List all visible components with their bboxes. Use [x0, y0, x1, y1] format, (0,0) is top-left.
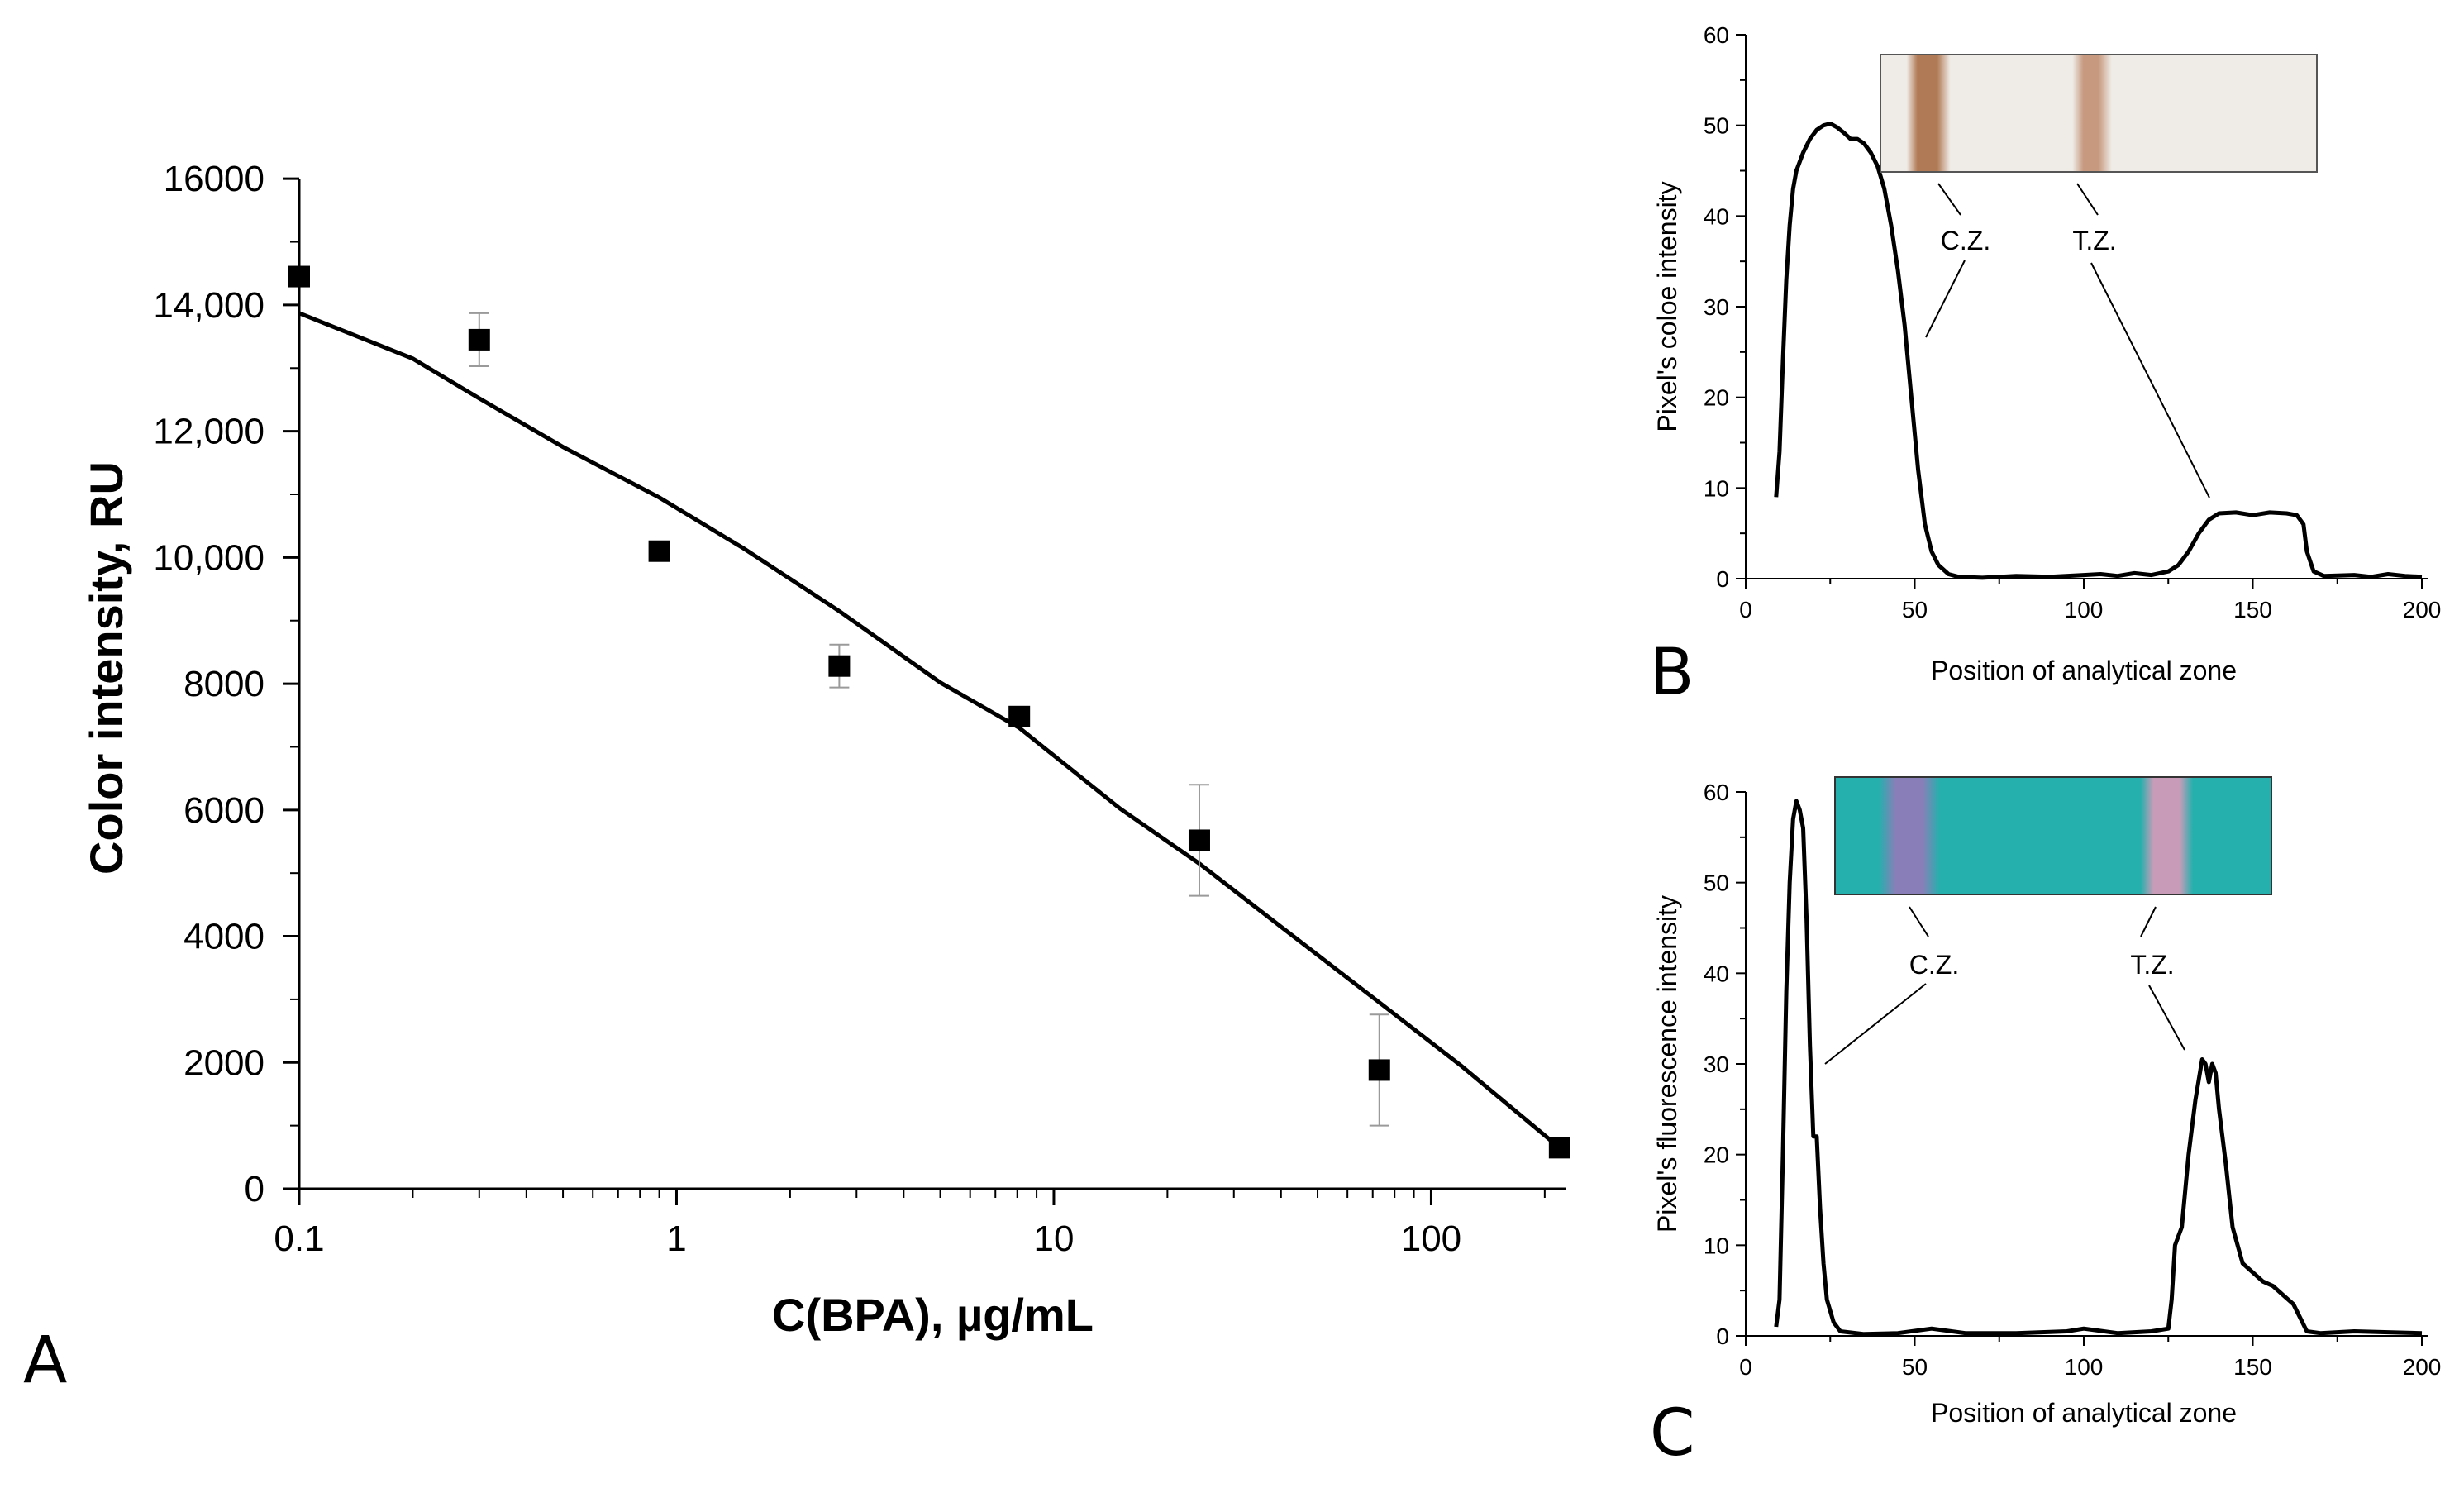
panel-a-y-tick-label: 14,000 — [153, 285, 265, 326]
panel-c-cz-leader-top — [1909, 906, 1929, 937]
panel-x-tick-label: 50 — [1902, 597, 1928, 622]
panel-x-tick-label: 150 — [2233, 1354, 2272, 1380]
panel-b-tz-leader — [2090, 262, 2210, 498]
panel-a-y-tick-label: 2000 — [183, 1042, 265, 1083]
panel-b-y-ticks: 0 10 20 30 40 50 60 — [1704, 22, 1746, 592]
panel-a-data-point — [648, 540, 670, 562]
panel-a-y-tick-label: 8000 — [183, 664, 265, 704]
panel-a-data-point — [1368, 1059, 1390, 1081]
panel-b-cz-annotation: C.Z. — [1941, 226, 1990, 255]
panel-a-y-tick-label: 4000 — [183, 917, 265, 957]
panel-c-test-strip-image — [1834, 776, 2272, 895]
panel-a-x-tick-label: 0.1 — [274, 1219, 324, 1259]
panel-a-y-tick-label: 0 — [245, 1169, 265, 1209]
panel-c-leader-lines — [1824, 906, 2185, 1065]
panel-y-tick-label: 10 — [1704, 1233, 1729, 1258]
panel-x-tick-label: 100 — [2065, 597, 2104, 622]
panel-y-tick-label: 40 — [1704, 203, 1729, 229]
panel-b-chart: 0 50 100 150 200 0 10 20 30 40 50 60 C.Z. T.Z. Pos… — [1650, 22, 2441, 710]
panel-c-chart: 0 50 100 150 200 0 10 20 30 40 50 60 C.Z. T.Z. Pos… — [1650, 776, 2441, 1471]
panel-x-tick-label: 100 — [2065, 1354, 2104, 1380]
panel-c-y-ticks: 0 10 20 30 40 50 60 — [1704, 780, 1746, 1349]
panel-y-tick-label: 0 — [1716, 1323, 1729, 1349]
panel-b-tz-annotation: T.Z. — [2072, 226, 2116, 255]
panel-a-data-points — [288, 265, 1570, 1159]
panel-a-y-ticks: 0 2000 4000 6000 8000 10,000 12,000 14,000 16000 — [153, 159, 299, 1209]
panel-a-x-tick-label: 100 — [1401, 1219, 1461, 1259]
panel-a-y-tick-label: 10,000 — [153, 537, 265, 578]
panel-a-data-point — [1008, 705, 1031, 727]
panel-a-label: A — [23, 1323, 67, 1398]
panel-b-cz-leader-top — [1937, 183, 1961, 216]
panel-a-x-ticks: 0.1 1 10 100 — [274, 1189, 1546, 1259]
panel-x-tick-label: 0 — [1739, 1354, 1752, 1380]
panel-a-data-point — [1548, 1137, 1570, 1159]
panel-y-tick-label: 40 — [1704, 961, 1729, 986]
panel-a-x-tick-label: 10 — [1033, 1219, 1074, 1259]
panel-y-tick-label: 10 — [1704, 475, 1729, 501]
panel-y-tick-label: 50 — [1704, 870, 1729, 896]
panel-c-fluorescence-profile — [1774, 799, 2423, 1337]
panel-b-strip-rect — [1880, 54, 2318, 173]
panel-a-y-tick-label: 6000 — [183, 790, 265, 831]
panel-c-cz-annotation: C.Z. — [1909, 950, 1959, 980]
panel-a-chart: 0.1 1 10 100 0 2000 4000 6000 8000 10,000 12,000 1… — [23, 159, 1570, 1398]
panel-b-x-ticks: 0 50 100 150 200 — [1739, 579, 2441, 622]
panel-y-tick-label: 60 — [1704, 22, 1729, 48]
panel-c-cz-leader — [1824, 983, 1927, 1065]
panel-c-y-axis-label: Pixel's fluorescence intensity — [1652, 895, 1682, 1233]
panel-b-test-strip-image — [1880, 54, 2318, 173]
panel-x-tick-label: 200 — [2403, 1354, 2442, 1380]
panel-b-tz-leader-top — [2076, 183, 2099, 216]
panel-c-x-axis-label: Position of analytical zone — [1931, 1398, 2237, 1428]
panel-a-data-point — [828, 655, 851, 677]
panel-b-cz-leader — [1925, 260, 1966, 338]
panel-b-intensity-profile — [1774, 122, 2423, 580]
panel-y-tick-label: 20 — [1704, 385, 1729, 411]
panel-y-tick-label: 30 — [1704, 1052, 1729, 1077]
panel-y-tick-label: 0 — [1716, 566, 1729, 592]
panel-b-label: B — [1650, 636, 1694, 710]
panel-a-y-tick-label: 12,000 — [153, 412, 265, 452]
panel-x-tick-label: 150 — [2233, 597, 2272, 622]
panel-a-y-tick-label: 16000 — [164, 159, 265, 199]
panel-a-y-axis-label: Color intensity, RU — [80, 461, 132, 875]
panel-c-x-ticks: 0 50 100 150 200 — [1739, 1336, 2441, 1380]
panel-x-tick-label: 50 — [1902, 1354, 1928, 1380]
panel-y-tick-label: 60 — [1704, 780, 1729, 805]
panel-x-tick-label: 200 — [2403, 597, 2442, 622]
panel-a-x-axis-label: C(BPA), µg/mL — [772, 1289, 1094, 1341]
panel-a-fit-curve — [298, 311, 1561, 1150]
panel-y-tick-label: 50 — [1704, 113, 1729, 139]
panel-c-tz-leader-top — [2140, 906, 2157, 937]
panel-x-tick-label: 0 — [1739, 597, 1752, 622]
panel-y-tick-label: 30 — [1704, 294, 1729, 320]
panel-a-data-point — [288, 265, 310, 288]
panel-b-leader-lines — [1925, 183, 2210, 498]
panel-y-tick-label: 20 — [1704, 1142, 1729, 1168]
panel-c-label: C — [1650, 1396, 1694, 1471]
panel-a-data-point — [468, 328, 490, 351]
panel-c-tz-annotation: T.Z. — [2130, 950, 2174, 980]
panel-b-x-axis-label: Position of analytical zone — [1931, 656, 2237, 685]
panel-b-y-axis-label: Pixel's coloe intensity — [1652, 181, 1682, 432]
panel-a-x-tick-label: 1 — [666, 1219, 686, 1259]
panel-c-tz-leader — [2148, 985, 2185, 1051]
panel-a-data-point — [1188, 829, 1210, 851]
panel-c-strip-rect — [1834, 776, 2272, 895]
